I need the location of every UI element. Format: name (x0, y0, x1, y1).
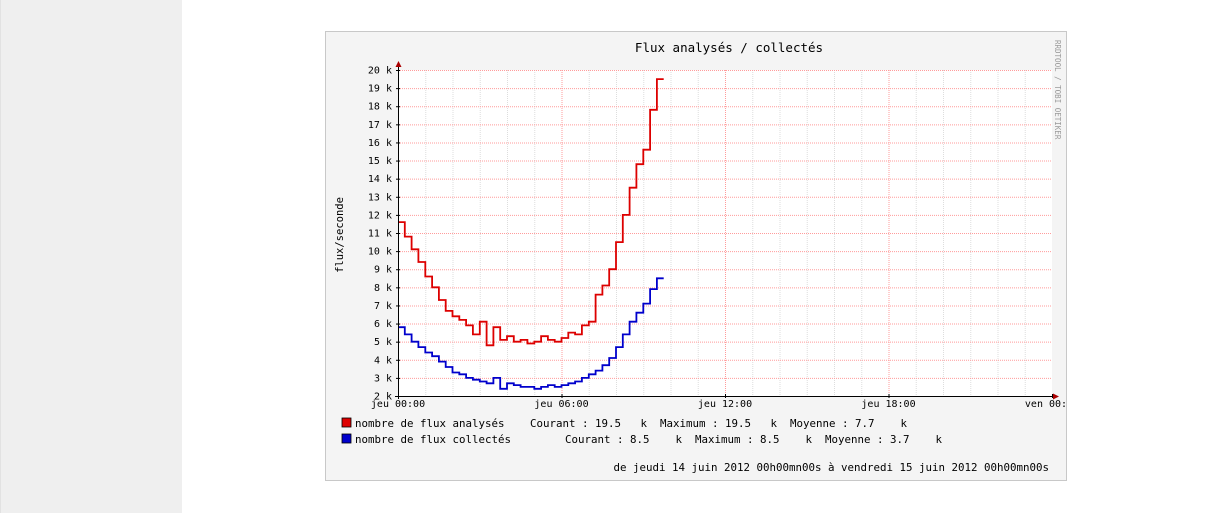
y-axis-label: flux/seconde (334, 197, 346, 273)
legend-swatch-collectes (341, 433, 352, 444)
legend-entry-analyses: nombre de flux analysés Courant : 19.5 k… (341, 417, 908, 430)
legend-entry-collectes: nombre de flux collectés Courant : 8.5 k… (341, 433, 943, 446)
x-tick-label: jeu 06:00 (534, 399, 588, 410)
x-tick-label: ven 00:00 (1025, 399, 1066, 410)
y-tick-label: 5 k (374, 337, 392, 348)
legend-stats-analyses: Courant : 19.5 k Maximum : 19.5 k Moyenn… (530, 417, 908, 430)
y-tick-label: 13 k (368, 192, 392, 203)
y-tick-label: 14 k (368, 174, 392, 185)
x-axis-arrow (1053, 393, 1059, 400)
x-tick-label: jeu 18:00 (861, 399, 915, 410)
y-tick-label: 3 k (374, 373, 392, 384)
y-tick-labels: 2 k 3 k 4 k 5 k 6 k 7 k 8 k 9 k 10 k 11 k 12 k 13 k… (368, 66, 392, 403)
chart-svg: 2 k 3 k 4 k 5 k 6 k 7 k 8 k 9 k 10 k 11 k 12 k 13 k… (334, 40, 1079, 474)
x-tick-label: jeu 12:00 (698, 399, 752, 410)
y-tick-label: 2 k (374, 392, 392, 403)
series-line-1 (398, 277, 664, 390)
y-tick-label: 18 k (368, 102, 392, 113)
y-tick-label: 9 k (374, 265, 392, 276)
y-tick-label: 6 k (374, 319, 392, 330)
y-tick-label: 7 k (374, 301, 392, 312)
series-lines (398, 78, 664, 390)
legend-stats-collectes: Courant : 8.5 k Maximum : 8.5 k Moyenne … (565, 433, 943, 446)
y-tick-label: 8 k (374, 283, 392, 294)
grid-lines (398, 70, 1052, 396)
y-tick-label: 11 k (368, 229, 392, 240)
x-tick-label: jeu 00:00 (371, 399, 425, 410)
y-tick-label: 16 k (368, 138, 392, 149)
chart-title: Flux analysés / collectés (635, 40, 823, 55)
y-tick-label: 4 k (374, 355, 392, 366)
y-tick-label: 19 k (368, 84, 392, 95)
rrd-graph: 2 k 3 k 4 k 5 k 6 k 7 k 8 k 9 k 10 k 11 k 12 k 13 k… (325, 31, 1079, 481)
legend-swatch-analyses (341, 417, 352, 428)
y-tick-label: 12 k (368, 210, 392, 221)
left-sidebar (0, 0, 182, 513)
legend-label-analyses: nombre de flux analysés (355, 417, 505, 430)
y-tick-label: 20 k (368, 66, 392, 77)
y-axis-arrow (395, 61, 402, 67)
legend: nombre de flux analysés Courant : 19.5 k… (341, 417, 943, 446)
y-tick-label: 10 k (368, 247, 392, 258)
y-tick-label: 17 k (368, 120, 392, 131)
series-line-0 (398, 78, 664, 347)
axes (395, 61, 1059, 400)
y-tick-label: 15 k (368, 156, 392, 167)
date-range-footer: de jeudi 14 juin 2012 00h00mn00s à vendr… (613, 461, 1049, 474)
x-tick-labels: jeu 00:00 jeu 06:00 jeu 12:00 jeu 18:00 ven … (371, 399, 1079, 410)
legend-label-collectes: nombre de flux collectés (355, 433, 511, 446)
rrdtool-watermark: RRDTOOL / TOBI OETIKER (1053, 40, 1062, 140)
